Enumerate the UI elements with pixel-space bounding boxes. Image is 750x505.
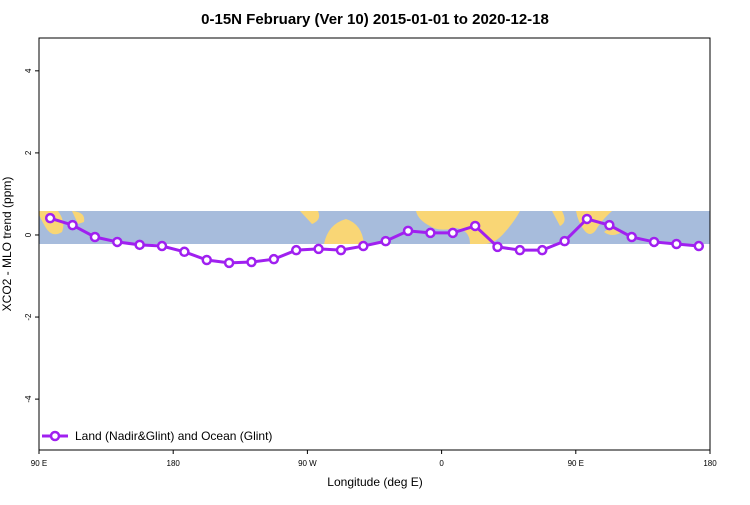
x-tick-label: 180 bbox=[167, 459, 181, 468]
data-point bbox=[44, 212, 56, 224]
data-point bbox=[223, 257, 235, 269]
data-point bbox=[313, 243, 324, 255]
data-point bbox=[179, 246, 190, 258]
plot-frame bbox=[38, 37, 711, 451]
data-point bbox=[246, 256, 257, 268]
data-point bbox=[425, 227, 436, 239]
data-point bbox=[514, 244, 526, 256]
data-point bbox=[671, 238, 682, 250]
data-point bbox=[693, 240, 705, 252]
data-point bbox=[358, 240, 369, 252]
legend-label: Land (Nadir&Glint) and Ocean (Glint) bbox=[75, 429, 272, 443]
data-point bbox=[402, 225, 414, 237]
data-point bbox=[469, 220, 481, 232]
y-tick-label: 0 bbox=[24, 232, 33, 237]
data-point bbox=[648, 236, 660, 248]
data-point bbox=[492, 241, 503, 253]
y-axis-label: XCO2 - MLO trend (ppm) bbox=[0, 177, 14, 312]
y-tick-label: -2 bbox=[24, 313, 33, 321]
data-point bbox=[447, 227, 459, 239]
data-point bbox=[290, 244, 302, 256]
data-point bbox=[201, 254, 212, 266]
data-point bbox=[67, 219, 78, 231]
x-tick-label: 90 W bbox=[298, 459, 317, 468]
data-point bbox=[156, 240, 168, 252]
x-tick-label: 0 bbox=[439, 459, 444, 468]
data-point bbox=[559, 235, 570, 247]
chart-title: 0-15N February (Ver 10) 2015-01-01 to 20… bbox=[201, 11, 549, 28]
x-tick-label: 90 E bbox=[31, 459, 47, 468]
data-point bbox=[537, 244, 548, 256]
x-tick-label: 90 E bbox=[568, 459, 584, 468]
data-point bbox=[89, 231, 101, 243]
data-point bbox=[134, 239, 145, 251]
legend: Land (Nadir&Glint) and Ocean (Glint) bbox=[42, 429, 272, 443]
data-point bbox=[335, 244, 347, 256]
data-point bbox=[581, 213, 593, 225]
x-tick-label: 180 bbox=[703, 459, 717, 468]
data-point bbox=[604, 219, 615, 231]
y-tick-label: -4 bbox=[24, 395, 33, 403]
data-point bbox=[112, 236, 123, 248]
data-point bbox=[626, 231, 637, 243]
data-point bbox=[268, 253, 280, 265]
y-tick-label: 4 bbox=[24, 68, 33, 73]
x-axis-label: Longitude (deg E) bbox=[327, 475, 422, 489]
data-point bbox=[380, 235, 391, 247]
y-tick-label: 2 bbox=[24, 150, 33, 155]
legend-marker bbox=[49, 430, 61, 442]
